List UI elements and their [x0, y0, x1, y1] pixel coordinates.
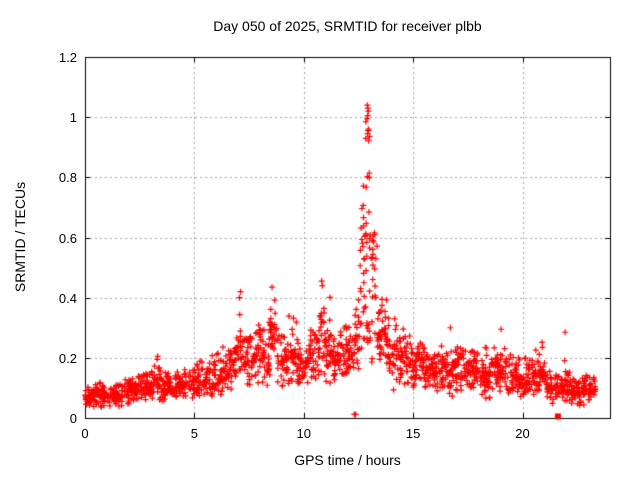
y-tick-label-1: 1 [69, 110, 77, 126]
y-tick-label-0.6: 0.6 [58, 230, 77, 246]
x-tick-label-20: 20 [515, 426, 530, 441]
x-tick-label-5: 5 [190, 426, 198, 441]
y-tick-label-0.8: 0.8 [58, 170, 77, 186]
x-axis-label: GPS time / hours [294, 452, 401, 468]
x-tick-label-0: 0 [81, 426, 89, 441]
y-tick-label-1.2: 1.2 [58, 50, 77, 65]
y-axis-label: SRMTID / TECUs [12, 181, 28, 293]
x-tick-label-15: 15 [405, 426, 421, 441]
x-tick-label-10: 10 [296, 426, 311, 441]
y-tick-label-0.2: 0.2 [58, 350, 77, 366]
y-tick-label-0: 0 [69, 411, 77, 426]
chart-title: Day 050 of 2025, SRMTID for receiver plb… [213, 18, 482, 34]
y-tick-label-0.4: 0.4 [58, 290, 77, 306]
